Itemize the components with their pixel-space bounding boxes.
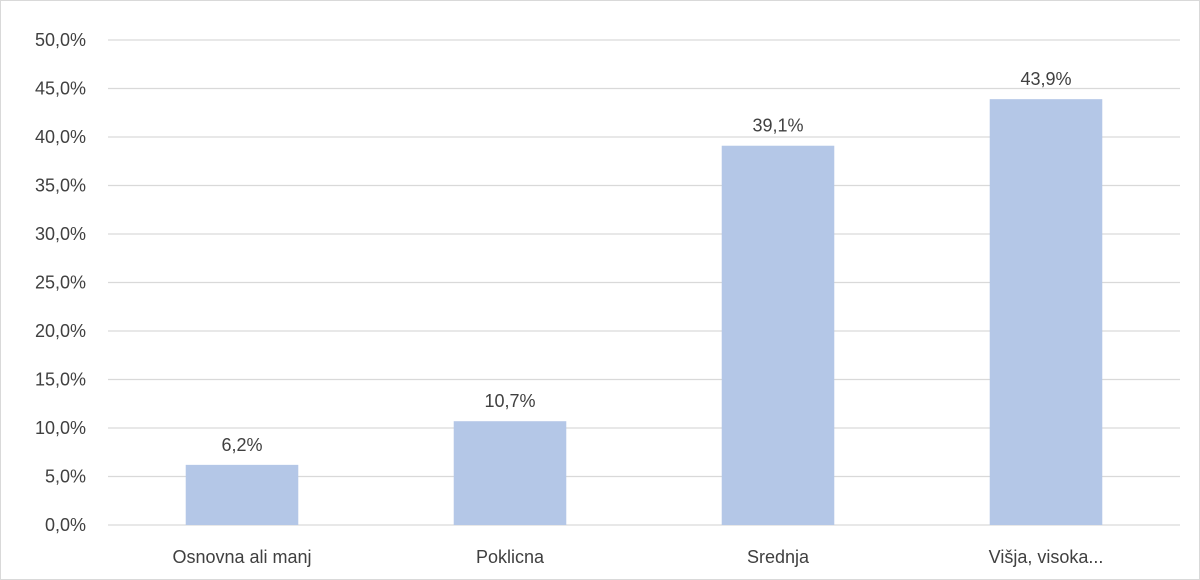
y-tick-label: 5,0% xyxy=(45,467,86,487)
data-label: 6,2% xyxy=(221,435,262,455)
y-tick-label: 15,0% xyxy=(35,370,86,390)
x-tick-label: Osnovna ali manj xyxy=(172,547,311,567)
y-tick-label: 50,0% xyxy=(35,30,86,50)
y-axis-tick-labels: 0,0% 5,0% 10,0% 15,0% 20,0% 25,0% 30,0% 35,0% 40… xyxy=(35,30,86,535)
y-tick-label: 25,0% xyxy=(35,273,86,293)
data-label: 10,7% xyxy=(484,391,535,411)
x-tick-label: Poklicna xyxy=(476,547,545,567)
y-tick-label: 45,0% xyxy=(35,79,86,99)
y-tick-label: 20,0% xyxy=(35,321,86,341)
data-label: 43,9% xyxy=(1020,69,1071,89)
y-tick-label: 30,0% xyxy=(35,224,86,244)
y-tick-label: 0,0% xyxy=(45,515,86,535)
x-tick-label: Višja, visoka... xyxy=(989,547,1104,567)
bar xyxy=(721,145,835,526)
x-axis-tick-labels: Osnovna ali manj Poklicna Srednja Višja, vi… xyxy=(172,547,1103,567)
y-tick-label: 35,0% xyxy=(35,176,86,196)
data-labels: 6,2% 10,7% 39,1% 43,9% xyxy=(221,69,1071,455)
data-label: 39,1% xyxy=(752,116,803,136)
y-tick-label: 40,0% xyxy=(35,127,86,147)
bar xyxy=(989,99,1103,526)
y-tick-label: 10,0% xyxy=(35,418,86,438)
bar xyxy=(185,464,299,525)
bar xyxy=(453,421,567,525)
bars xyxy=(185,99,1103,526)
x-tick-label: Srednja xyxy=(747,547,810,567)
